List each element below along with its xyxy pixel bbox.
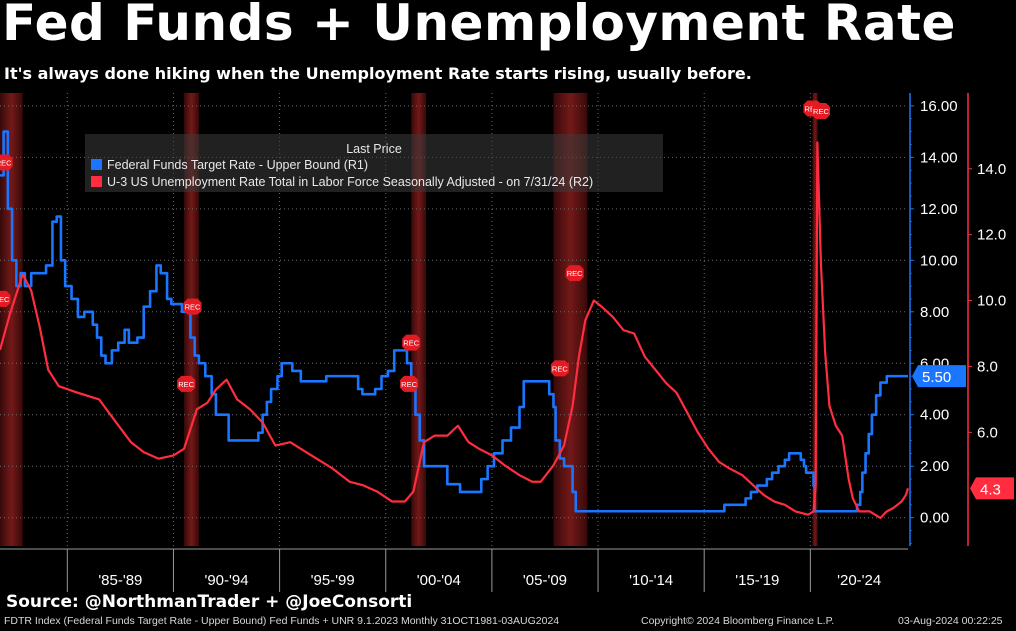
axis-r2-tick-label: 8.0 (977, 358, 998, 375)
rec-marker-label: REC (0, 158, 12, 167)
rec-marker-label: REC (403, 339, 419, 348)
rec-marker-label: REC (567, 269, 583, 278)
rec-marker (550, 360, 569, 377)
rec-marker-label: REC (552, 364, 568, 373)
x-axis-tick-label: '05-'09 (523, 572, 567, 589)
x-axis-tick-label: '95-'99 (311, 572, 355, 589)
legend-label-unemployment: U-3 US Unemployment Rate Total in Labor … (107, 175, 594, 189)
rec-marker (183, 298, 202, 315)
source-credit: Source: @NorthmanTrader + @JoeConsorti (6, 592, 413, 612)
axis-r2-tick-label: 10.0 (977, 293, 1006, 310)
axis-r1-tick-label: 14.00 (920, 149, 958, 166)
last-value-label-fed-funds: 5.50 (922, 369, 951, 386)
axis-r1-tick-label: 16.00 (920, 98, 958, 115)
legend-heading: Last Price (346, 142, 402, 156)
axis-r1-tick-label: 4.00 (920, 407, 949, 424)
axis-r2-tick-label: 14.0 (977, 161, 1006, 178)
footer-timestamp: 03-Aug-2024 00:22:25 (898, 615, 1003, 627)
recession-band (411, 93, 427, 546)
last-value-badge-unemployment (970, 477, 1014, 500)
legend-label-fed-funds: Federal Funds Target Rate - Upper Bound … (107, 158, 369, 172)
x-axis-tick-label: '10-'14 (629, 572, 673, 589)
axis-r2-tick-label: 6.0 (977, 424, 998, 441)
legend-item-unemployment: U-3 US Unemployment Rate Total in Labor … (91, 175, 593, 189)
recession-band (0, 93, 23, 546)
series-line-unemployment (0, 141, 910, 520)
legend: Last Price Federal Funds Target Rate - U… (85, 134, 663, 192)
rec-marker-label: REC (813, 107, 829, 116)
legend-swatch-fed-funds (91, 159, 102, 170)
rec-marker-label: REC (401, 380, 417, 389)
axis-r1-tick-label: 0.00 (920, 510, 949, 527)
chart-title: Fed Funds + Unemployment Rate (2, 0, 956, 52)
axis-r1-tick-label: 12.00 (920, 201, 958, 218)
rec-marker (400, 375, 419, 392)
last-value-label-unemployment: 4.3 (980, 481, 1001, 498)
footer-copyright: Copyright© 2024 Bloomberg Finance L.P. (641, 615, 835, 627)
x-axis-tick-label: '85-'89 (98, 572, 142, 589)
legend-swatch-unemployment (91, 176, 102, 187)
rec-marker-label: REC (178, 380, 194, 389)
footer-ticker-info: FDTR Index (Federal Funds Target Rate - … (4, 615, 560, 627)
recession-band (812, 93, 818, 546)
axis-r2-tick-label: 12.0 (977, 227, 1006, 244)
legend-item-fed-funds: Federal Funds Target Rate - Upper Bound … (91, 158, 368, 172)
x-axis-tick-label: '90-'94 (204, 572, 248, 589)
x-axis-tick-label: '20-'24 (837, 572, 881, 589)
x-axis-tick-label: '15-'19 (735, 572, 779, 589)
rec-marker (0, 154, 13, 171)
rec-marker (811, 103, 830, 120)
last-value-badge-fed-funds (912, 365, 966, 388)
rec-marker (402, 334, 421, 351)
axis-r1-tick-label: 8.00 (920, 304, 949, 321)
axis-r1-tick-label: 2.00 (920, 458, 949, 475)
rec-marker-label: REC (185, 303, 201, 312)
x-axis-tick-label: '00-'04 (417, 572, 461, 589)
rec-marker (565, 265, 584, 282)
rec-marker (0, 290, 11, 307)
rec-marker-label: REC (0, 295, 10, 304)
chart-subtitle: It's always done hiking when the Unemplo… (4, 64, 752, 83)
series-line-fed-funds (0, 130, 908, 513)
rec-marker (177, 375, 196, 392)
axis-r1-tick-label: 10.00 (920, 252, 958, 269)
